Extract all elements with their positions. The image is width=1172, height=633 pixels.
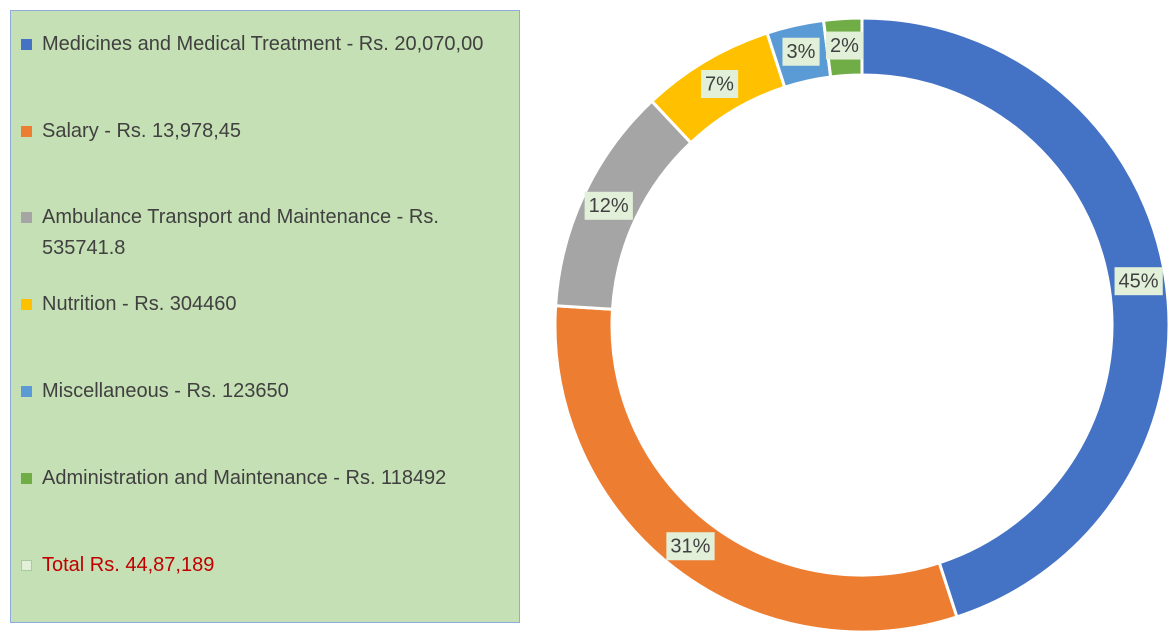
legend-label: Administration and Maintenance - Rs. 118…: [42, 467, 447, 489]
data-label-box: [1114, 267, 1163, 296]
legend-item: Salary - Rs. 13,978,45: [21, 116, 501, 147]
data-label: 3%: [782, 37, 820, 66]
data-label-box: [701, 69, 739, 98]
data-label: 2%: [825, 31, 864, 60]
data-label-text: 2%: [830, 35, 859, 57]
legend-swatch: [21, 560, 32, 571]
data-label-text: 12%: [589, 195, 629, 217]
data-label: 45%: [1114, 267, 1163, 296]
legend-item: Medicines and Medical Treatment - Rs. 20…: [21, 29, 501, 60]
data-label: 12%: [584, 191, 633, 220]
legend-swatch: [21, 299, 32, 310]
data-label-box: [825, 31, 864, 60]
legend-label: Ambulance Transport and Maintenance - Rs…: [42, 206, 439, 259]
donut-segment: [860, 16, 1171, 619]
data-label: 7%: [701, 69, 739, 98]
legend-swatch: [21, 473, 32, 484]
legend-swatch: [21, 212, 32, 223]
data-label-text: 31%: [670, 536, 710, 558]
data-label-text: 7%: [705, 73, 734, 95]
legend: Medicines and Medical Treatment - Rs. 20…: [10, 10, 520, 623]
data-label-text: 3%: [786, 41, 815, 63]
legend-label: Miscellaneous - Rs. 123650: [42, 380, 289, 402]
legend-item: Ambulance Transport and Maintenance - Rs…: [21, 202, 501, 264]
legend-swatch: [21, 126, 32, 137]
legend-label: Medicines and Medical Treatment - Rs. 20…: [42, 33, 484, 55]
legend-label: Nutrition - Rs. 304460: [42, 293, 237, 315]
legend-label: Salary - Rs. 13,978,45: [42, 120, 241, 142]
legend-swatch: [21, 39, 32, 50]
data-label-box: [584, 191, 633, 220]
legend-item: Nutrition - Rs. 304460: [21, 289, 501, 320]
data-label: 31%: [666, 532, 715, 561]
legend-swatch: [21, 386, 32, 397]
data-label-box: [782, 37, 820, 66]
data-label-text: 45%: [1119, 270, 1159, 292]
legend-item: Administration and Maintenance - Rs. 118…: [21, 463, 501, 494]
donut-segment: [553, 304, 959, 633]
total-label: Total Rs. 44,87,189: [42, 554, 215, 576]
data-label-box: [666, 532, 715, 561]
legend-total: Total Rs. 44,87,189: [21, 550, 501, 581]
legend-item: Miscellaneous - Rs. 123650: [21, 376, 501, 407]
